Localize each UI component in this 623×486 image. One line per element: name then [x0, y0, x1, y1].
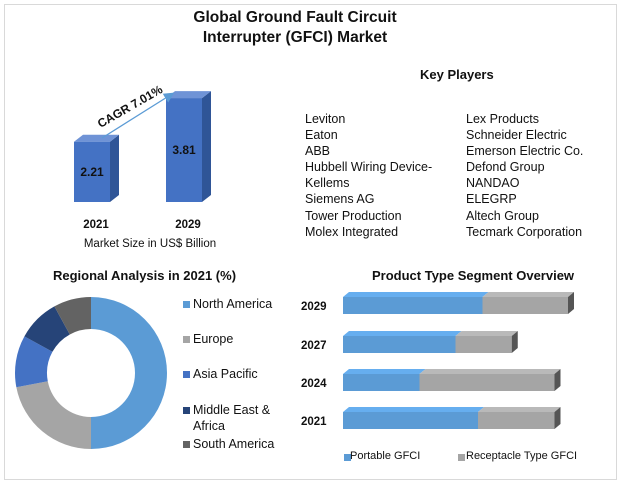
segment-bar-portable-gfci: [343, 412, 478, 429]
legend-swatch: [183, 441, 190, 448]
segment-bar-receptacle-type-gfci: [455, 336, 512, 353]
legend-label: Asia Pacific: [193, 367, 258, 381]
segment-bar-top: [343, 331, 462, 336]
legend-swatch: [344, 454, 351, 461]
key-players-heading: Key Players: [420, 67, 494, 82]
segment-bar-top: [419, 369, 561, 374]
segment-year-label: 2029: [301, 301, 327, 313]
market-xlabel: Market Size in US$ Billion: [84, 238, 216, 250]
segment-bar-top: [478, 407, 561, 412]
key-player-item: ELEGRP: [466, 192, 517, 207]
legend-swatch: [183, 407, 190, 414]
bar-value-label: 2.21: [80, 165, 104, 179]
bar-top-2029: [166, 91, 211, 99]
key-player-item: Hubbell Wiring Device-: [305, 160, 433, 175]
donut-slice-north-america: [91, 297, 167, 449]
legend-swatch: [458, 454, 465, 461]
bar-side-2021: [110, 134, 119, 202]
donut-slice-europe: [16, 381, 91, 449]
segment-bar-top: [455, 331, 518, 336]
key-players-column-1: Leviton Eaton ABB Hubbell Wiring Device- Kel…: [305, 111, 432, 240]
product-segment-title: Product Type Segment Overview: [372, 268, 575, 283]
key-player-item: Tecmark Corporation: [466, 224, 583, 239]
segment-bar-top: [343, 407, 484, 412]
key-players-column-2: Lex Products Schneider Electric Emerson El…: [466, 111, 583, 240]
key-player-item: Leviton: [305, 112, 346, 126]
key-player-item: Eaton: [305, 128, 338, 143]
segment-bar-receptacle-type-gfci: [482, 297, 568, 314]
key-player-item: Lex Products: [466, 112, 539, 126]
segment-bar-side: [511, 331, 518, 353]
bar-category-label: 2021: [83, 219, 109, 231]
segment-bar-top: [343, 369, 426, 374]
key-player-item: Emerson Electric Co.: [466, 144, 584, 159]
key-player-item: Molex Integrated: [305, 224, 399, 239]
title-line-2: Interrupter (GFCI) Market: [202, 29, 388, 46]
legend-label: Europe: [193, 332, 234, 346]
page-title: Global Ground Fault Circuit Interrupter …: [150, 8, 440, 48]
segment-bar-receptacle-type-gfci: [478, 412, 555, 429]
regional-donut-chart: [15, 297, 167, 449]
bar-2021: [74, 141, 110, 202]
legend-swatch: [183, 301, 190, 308]
key-player-item: Kellems: [305, 176, 350, 191]
key-player-item: Altech Group: [466, 208, 539, 223]
market-size-chart: 2.21 2021 3.81 2029 CAGR 7.01% Market Size …: [74, 82, 216, 250]
segment-bar-side: [554, 369, 561, 391]
segment-bar-receptacle-type-gfci: [419, 374, 555, 391]
legend-swatch: [183, 371, 190, 378]
regional-analysis-title: Regional Analysis in 2021 (%): [53, 268, 237, 283]
title-line-1: Global Ground Fault Circuit: [193, 9, 397, 26]
segment-bar-side: [568, 292, 574, 314]
bar-category-label: 2029: [175, 219, 201, 231]
donut-slice-asia-pacific: [15, 336, 53, 388]
key-player-item: Defond Group: [466, 160, 545, 175]
legend-label: Receptacle Type GFCI: [466, 450, 578, 462]
product-segment-chart: 2029 2027 2024 2021: [301, 292, 574, 429]
key-player-item: Schneider Electric: [466, 128, 567, 143]
cagr-label: CAGR 7.01%: [95, 82, 165, 131]
cagr-arrow: [101, 92, 175, 139]
segment-year-label: 2024: [301, 378, 327, 390]
legend-label: Middle East & Africa: [193, 403, 271, 433]
segment-bar-top: [343, 292, 489, 297]
legend-swatch: [183, 336, 190, 343]
infographic-frame: [4, 4, 617, 480]
segment-year-label: 2021: [301, 416, 327, 428]
donut-slice-south-america: [54, 297, 91, 335]
donut-slice-middle-east-africa: [24, 306, 70, 352]
key-player-item: Tower Production: [305, 208, 402, 223]
bar-value-label: 3.81: [172, 143, 196, 157]
legend-label: North America: [193, 297, 273, 311]
bar-2029: [166, 98, 202, 202]
segment-year-label: 2027: [301, 340, 327, 352]
segment-bar-portable-gfci: [343, 336, 456, 353]
segment-bar-portable-gfci: [343, 374, 420, 391]
legend-label: Portable GFCI: [350, 450, 421, 462]
segment-bar-side: [554, 407, 561, 429]
key-player-item: ABB: [305, 144, 331, 159]
legend-label: South America: [193, 437, 275, 451]
key-player-item: NANDAO: [466, 176, 520, 191]
bar-side-2029: [202, 91, 211, 202]
segment-bar-portable-gfci: [343, 297, 483, 314]
key-player-item: Siemens AG: [305, 192, 375, 207]
segment-bar-top: [482, 292, 574, 297]
bar-top-2021: [74, 134, 119, 142]
